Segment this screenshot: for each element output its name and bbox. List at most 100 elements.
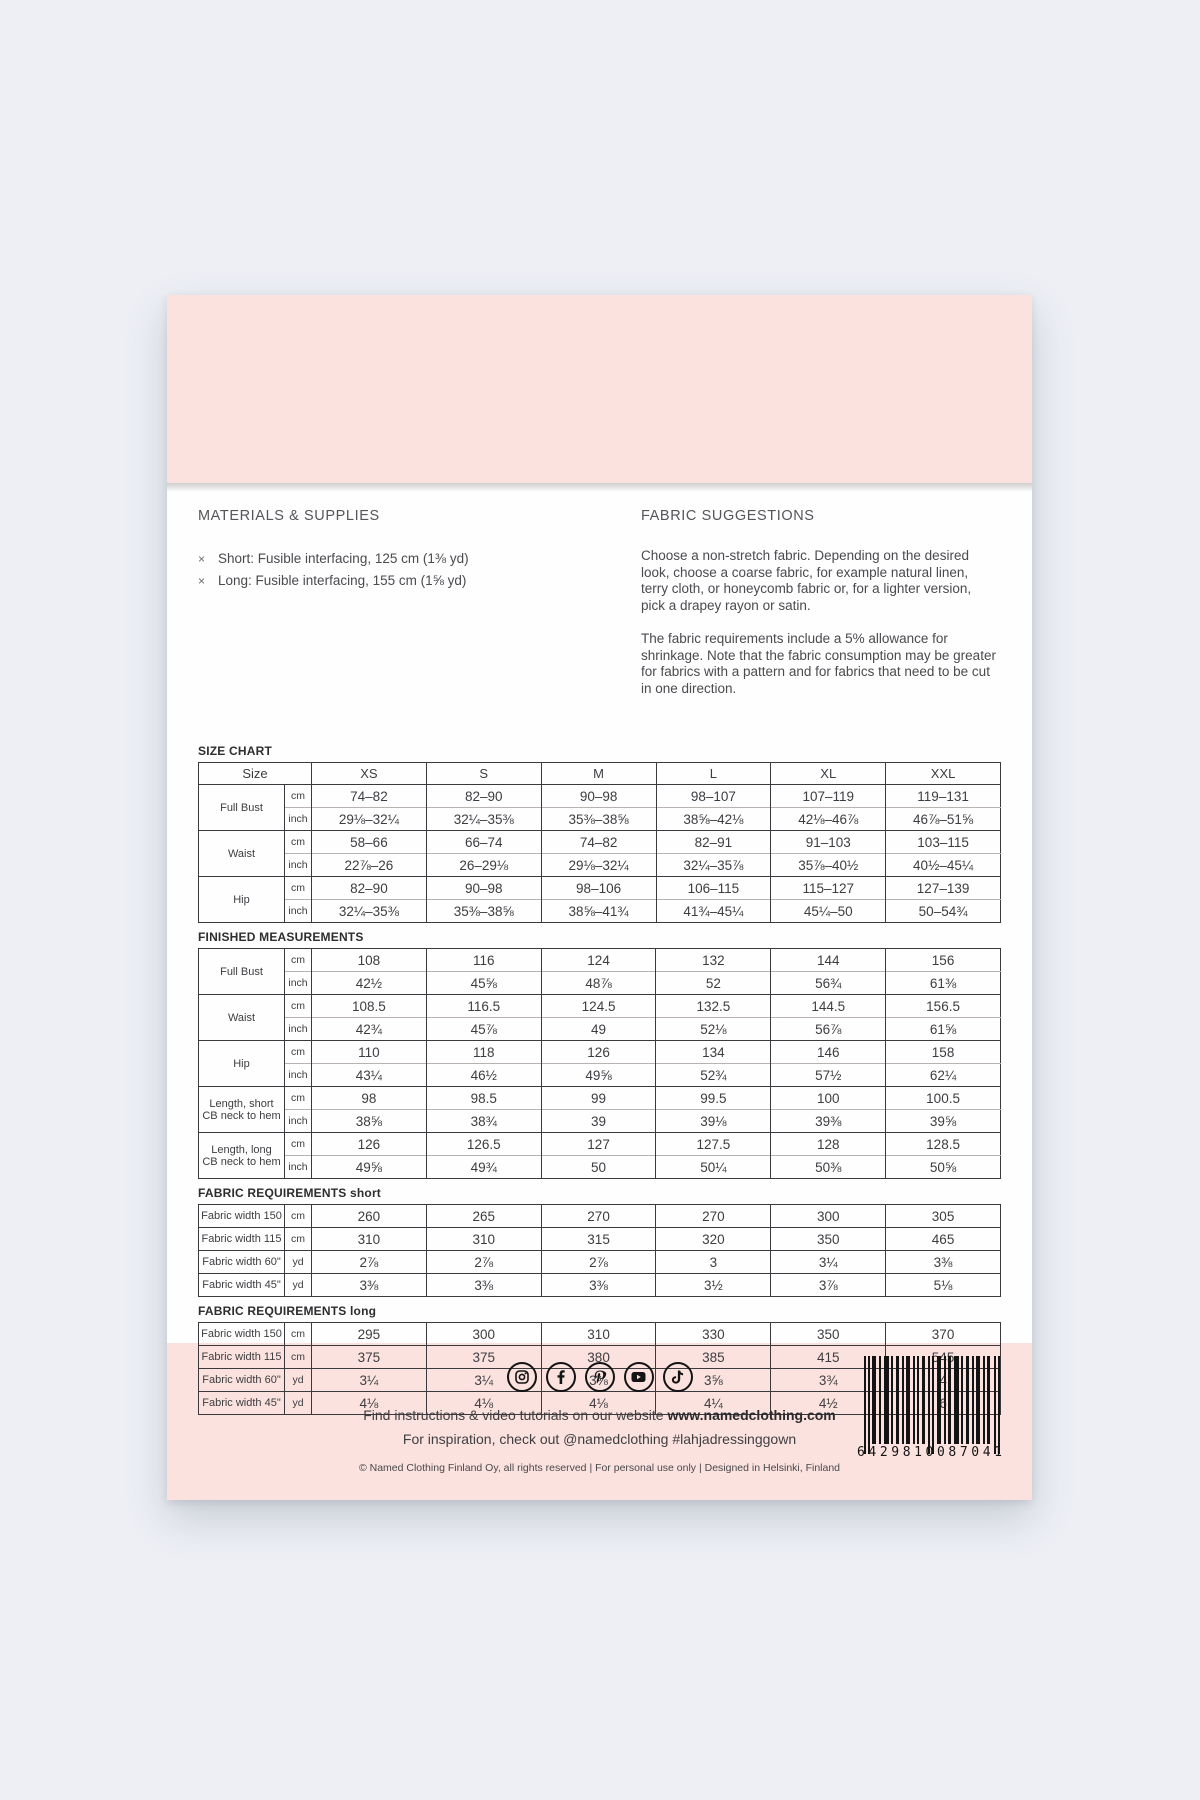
materials-item-text: Short: Fusible interfacing, 125 cm (1⅜ y…	[218, 551, 469, 566]
value-cell: 128	[770, 1132, 886, 1156]
value-cell: 270	[540, 1204, 656, 1228]
unit-cell: cm	[284, 1227, 312, 1251]
table-row: inch 29⅛–32¼ 32¼–35⅜ 35⅜–38⅝ 38⅝–42⅛ 42⅛–46⅞ 4…	[199, 807, 1001, 831]
value-cell: 42¾	[311, 1017, 427, 1041]
value-cell: 98–106	[540, 876, 656, 900]
value-cell: 46⅞–51⅝	[885, 807, 1001, 831]
value-cell: 330	[655, 1322, 771, 1346]
instagram-icon[interactable]	[506, 1362, 537, 1392]
value-cell: 3⅞	[770, 1273, 886, 1297]
row-label: Full Bust	[198, 948, 285, 995]
value-cell: 46½	[425, 1063, 542, 1087]
materials-section: MATERIALS & SUPPLIES × Short: Fusible int…	[198, 508, 641, 714]
value-cell: 3¼	[311, 1368, 427, 1392]
table-row: inch 38⅝ 38¾ 39 39⅛ 39⅜ 39⅝	[199, 1109, 1001, 1133]
value-cell: 50	[540, 1155, 656, 1179]
value-cell: 49¾	[425, 1155, 542, 1179]
value-cell: 126	[540, 1040, 656, 1064]
facebook-icon[interactable]	[545, 1362, 576, 1392]
row-label: Fabric width 60"	[198, 1250, 285, 1274]
unit-cell: cm	[284, 1345, 312, 1369]
table-row: Hip cm 110 118 126 134 146 158	[198, 1040, 1001, 1087]
table-row: Waist cm 58–66 66–74 74–82 82–91 91–103 103–115	[198, 830, 1001, 877]
value-cell: 3	[655, 1250, 771, 1274]
value-cell: 375	[425, 1345, 542, 1369]
youtube-icon[interactable]	[623, 1362, 654, 1392]
table-row: Waist cm 108.5 116.5 124.5 132.5 144.5 156.5	[198, 994, 1001, 1041]
value-cell: 3¾	[770, 1368, 886, 1392]
table-row: inch 43¼ 46½ 49⅝ 52¾ 57½ 62¼	[199, 1063, 1001, 1087]
value-cell: 300	[770, 1204, 886, 1228]
row-label: Fabric width 115	[198, 1345, 285, 1369]
table-row: Hip cm 82–90 90–98 98–106 106–115 115–127 127–1…	[198, 876, 1001, 923]
table-row: Fabric width 150 cm 260 265 270 270 300 305	[198, 1204, 1001, 1228]
value-cell: 4¼	[655, 1391, 771, 1415]
fabric-requirements-long-title: FABRIC REQUIREMENTS long	[198, 1304, 377, 1318]
row-label: Hip	[198, 1040, 285, 1087]
barcode-bars	[864, 1356, 1000, 1454]
value-cell: 350	[770, 1322, 886, 1346]
value-cell: 2⅞	[425, 1250, 542, 1274]
size-column-header-xs: XS	[311, 762, 427, 785]
cross-bullet-icon: ×	[198, 574, 206, 588]
value-cell: 52⅛	[655, 1017, 771, 1041]
value-cell: 132.5	[655, 994, 771, 1018]
value-cell: 99.5	[655, 1086, 771, 1110]
value-cell: 103–115	[885, 830, 1001, 854]
website-line: Find instructions & video tutorials on o…	[167, 1407, 1032, 1423]
social-icons-row	[167, 1362, 1032, 1392]
value-cell: 3⅜	[311, 1273, 427, 1297]
value-cell: 128.5	[885, 1132, 1001, 1156]
value-cell: 4½	[770, 1391, 886, 1415]
website-url[interactable]: www.namedclothing.com	[667, 1407, 836, 1423]
value-cell: 3⅜	[540, 1273, 656, 1297]
table-row: Fabric width 60" yd 2⅞ 2⅞ 2⅞ 3 3¼ 3⅜	[198, 1250, 1001, 1274]
top-columns: MATERIALS & SUPPLIES × Short: Fusible int…	[198, 483, 1001, 714]
value-cell: 45⅝	[425, 971, 542, 995]
value-cell: 310	[425, 1227, 542, 1251]
value-cell: 3¼	[770, 1250, 886, 1274]
value-cell: 158	[885, 1040, 1001, 1064]
value-cell: 144	[770, 948, 886, 972]
unit-cell: cm	[284, 1040, 312, 1064]
value-cell: 99	[540, 1086, 656, 1110]
pattern-envelope-card: MATERIALS & SUPPLIES × Short: Fusible int…	[167, 295, 1032, 1500]
value-cell: 91–103	[770, 830, 886, 854]
fabric-suggestions-section: FABRIC SUGGESTIONS Choose a non-stretch …	[641, 508, 1001, 714]
value-cell: 56¾	[770, 971, 886, 995]
size-column-header-m: M	[540, 762, 656, 785]
value-cell: 50⅝	[885, 1155, 1001, 1179]
value-cell: 126	[311, 1132, 427, 1156]
value-cell: 127.5	[655, 1132, 771, 1156]
value-cell: 98	[311, 1086, 427, 1110]
fabric-suggestions-paragraph-1: Choose a non-stretch fabric. Depending o…	[641, 548, 972, 613]
value-cell: 260	[311, 1204, 427, 1228]
unit-cell: cm	[283, 876, 312, 900]
instruction-sheet: MATERIALS & SUPPLIES × Short: Fusible int…	[167, 483, 1032, 1415]
value-cell: 52¾	[655, 1063, 771, 1087]
tiktok-icon[interactable]	[662, 1362, 693, 1392]
table-row: inch 42½ 45⅝ 48⅞ 52 56¾ 61⅜	[199, 971, 1001, 995]
value-cell: 82–91	[655, 830, 771, 854]
size-column-header-s: S	[425, 762, 542, 785]
size-column-header-xl: XL	[770, 762, 886, 785]
value-cell: 107–119	[770, 784, 886, 808]
pinterest-icon[interactable]	[584, 1362, 615, 1392]
row-label: Fabric width 150	[198, 1322, 285, 1346]
value-cell: 270	[655, 1204, 771, 1228]
unit-cell: inch	[284, 1063, 312, 1087]
value-cell: 66–74	[425, 830, 542, 854]
unit-cell: cm	[283, 830, 312, 854]
table-row: Full Bust cm 74–82 82–90 90–98 98–107 107–119 1…	[198, 784, 1001, 831]
value-cell: 35⅜–38⅝	[540, 807, 656, 831]
value-cell: 350	[770, 1227, 886, 1251]
unit-cell: yd	[284, 1250, 312, 1274]
value-cell: 45¼–50	[770, 899, 886, 923]
value-cell: 144.5	[770, 994, 886, 1018]
value-cell: 100	[770, 1086, 886, 1110]
value-cell: 50⅜	[770, 1155, 886, 1179]
value-cell: 146	[770, 1040, 886, 1064]
value-cell: 380	[540, 1345, 656, 1369]
finished-measurements-title: FINISHED MEASUREMENTS	[198, 930, 364, 944]
